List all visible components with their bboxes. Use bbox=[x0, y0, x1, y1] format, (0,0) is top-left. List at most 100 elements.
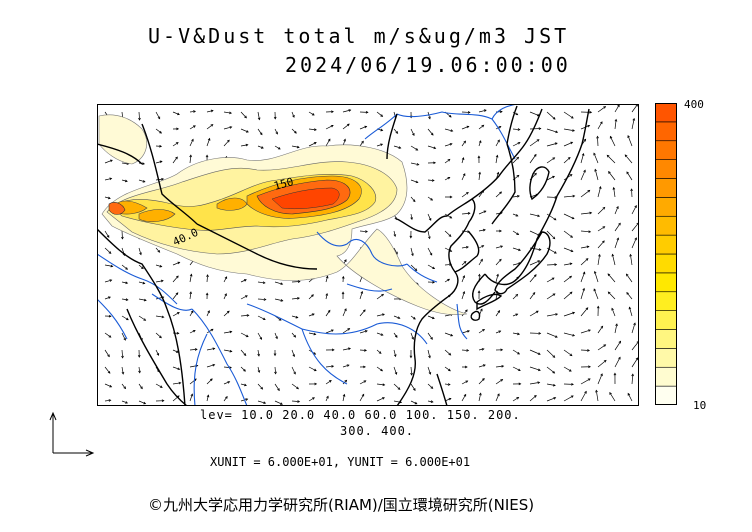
wind-vector-head bbox=[608, 171, 611, 174]
wind-vector-head bbox=[478, 273, 481, 277]
wind-vector bbox=[630, 254, 633, 266]
wind-vector bbox=[172, 292, 179, 300]
wind-vector-head bbox=[394, 371, 398, 375]
wind-vector bbox=[308, 332, 316, 335]
wind-vector-head bbox=[209, 378, 213, 382]
wind-vector-head bbox=[361, 393, 365, 397]
wind-vector bbox=[410, 400, 418, 405]
wind-vector bbox=[580, 153, 584, 164]
wind-vector-head bbox=[498, 330, 502, 334]
wind-vector-head bbox=[124, 179, 128, 183]
wind-vector-head bbox=[467, 330, 470, 333]
wind-vector bbox=[597, 240, 605, 249]
wind-vector bbox=[325, 125, 334, 130]
wind-vector bbox=[495, 155, 498, 164]
wind-vector-head bbox=[346, 123, 350, 127]
wind-vector-head bbox=[107, 196, 111, 200]
wind-vector-head bbox=[341, 291, 345, 295]
wind-vector-head bbox=[603, 359, 607, 363]
wind-vector-head bbox=[612, 186, 616, 190]
wind-vector-head bbox=[331, 110, 334, 114]
wind-vector-head bbox=[616, 205, 619, 209]
wind-vector bbox=[427, 128, 434, 136]
wind-vector-head bbox=[207, 310, 210, 314]
wind-vector bbox=[614, 104, 620, 113]
wind-vector-head bbox=[412, 199, 416, 203]
wind-vector-head bbox=[602, 240, 605, 244]
wind-vector-head bbox=[428, 116, 431, 120]
wind-vector-head bbox=[139, 252, 142, 256]
wind-vector-head bbox=[607, 291, 611, 295]
wind-vector-head bbox=[189, 154, 193, 158]
wind-vector-head bbox=[121, 236, 124, 240]
wind-vector bbox=[342, 394, 345, 402]
wind-vector bbox=[580, 391, 587, 402]
wind-vector-head bbox=[630, 188, 634, 192]
wind-vector bbox=[563, 332, 575, 337]
wind-vector bbox=[223, 381, 230, 385]
wind-vector-head bbox=[570, 249, 574, 253]
wind-vector bbox=[512, 230, 519, 235]
wind-vector bbox=[223, 276, 227, 283]
wind-vector-head bbox=[394, 217, 398, 221]
wind-vector bbox=[631, 341, 639, 351]
wind-vector bbox=[206, 310, 210, 317]
wind-vector bbox=[376, 111, 383, 117]
wind-vector bbox=[606, 154, 616, 164]
colorbar-max-label: 400 bbox=[684, 98, 704, 111]
wind-vector-head bbox=[517, 368, 521, 372]
wind-vector-head bbox=[497, 393, 500, 397]
wind-vector-head bbox=[125, 267, 128, 270]
wind-vector bbox=[393, 383, 401, 390]
wind-vector-head bbox=[191, 138, 194, 142]
colorbar-box bbox=[655, 103, 677, 123]
wind-vector bbox=[342, 364, 350, 368]
wind-vector-head bbox=[433, 161, 437, 165]
wind-vector-head bbox=[176, 127, 180, 131]
wind-vector-head bbox=[262, 317, 266, 321]
wind-vector bbox=[223, 349, 232, 352]
wind-vector bbox=[342, 109, 351, 113]
wind-vector bbox=[325, 396, 329, 402]
wind-vector bbox=[206, 138, 211, 147]
wind-vector-head bbox=[627, 135, 630, 138]
wind-vector bbox=[546, 277, 555, 283]
wind-vector-head bbox=[297, 296, 300, 300]
wind-vector bbox=[325, 380, 332, 385]
wind-vector-head bbox=[176, 312, 180, 315]
wind-vector bbox=[580, 190, 590, 198]
wind-vector-head bbox=[584, 390, 587, 394]
wind-vector-head bbox=[292, 114, 295, 118]
wind-vector-head bbox=[462, 291, 466, 294]
wind-vector bbox=[427, 196, 433, 201]
wind-vector-head bbox=[572, 311, 576, 315]
wind-vector-head bbox=[501, 364, 505, 368]
colorbar-box bbox=[655, 329, 677, 349]
wind-vector bbox=[512, 111, 518, 116]
wind-vector bbox=[189, 155, 192, 164]
wind-vector bbox=[206, 328, 214, 334]
wind-vector-head bbox=[463, 140, 466, 144]
wind-vector bbox=[626, 171, 633, 181]
wind-vector bbox=[104, 230, 110, 238]
wind-vector bbox=[138, 111, 140, 120]
wind-vector-head bbox=[570, 141, 574, 145]
wind-vector bbox=[495, 365, 504, 368]
wind-vector-head bbox=[412, 316, 416, 320]
wind-vector-head bbox=[626, 171, 629, 175]
wind-vector bbox=[607, 273, 616, 283]
wind-vector bbox=[495, 330, 501, 334]
wind-vector-head bbox=[343, 138, 346, 142]
wind-vector bbox=[206, 110, 214, 113]
wind-vector bbox=[427, 332, 433, 340]
wind-vector bbox=[546, 332, 558, 338]
wind-vector-head bbox=[449, 143, 453, 146]
wind-vector bbox=[104, 383, 112, 388]
wind-vector-head bbox=[125, 281, 129, 285]
wind-vector bbox=[427, 230, 431, 239]
coastlines bbox=[97, 105, 590, 406]
wind-vector-head bbox=[515, 214, 519, 217]
wind-vector bbox=[563, 349, 573, 356]
wind-vector-head bbox=[552, 383, 556, 387]
wind-vector-head bbox=[244, 115, 247, 119]
